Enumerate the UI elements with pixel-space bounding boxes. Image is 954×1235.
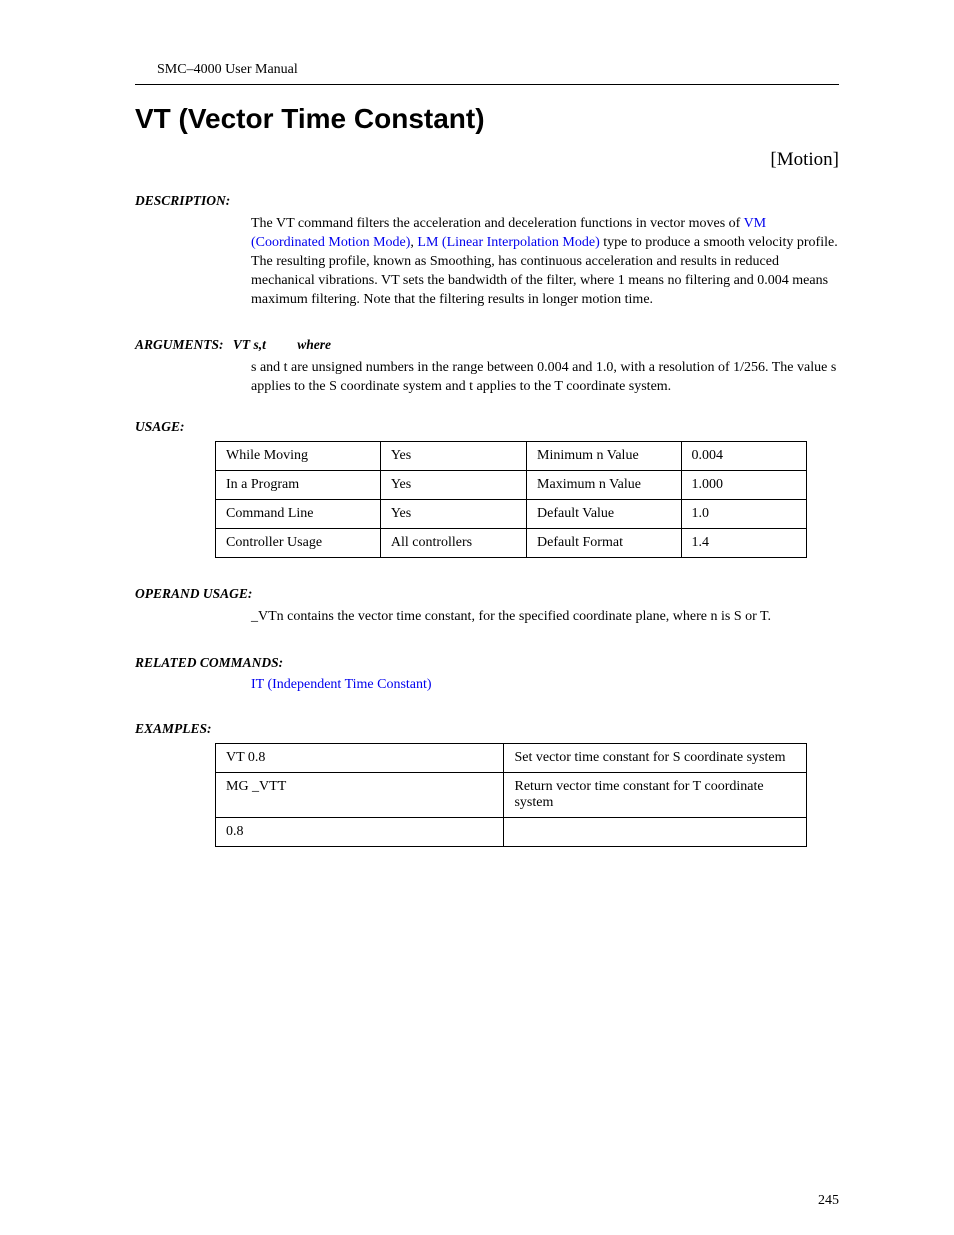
arguments-prefix: ARGUMENTS: [135, 337, 224, 352]
usage-cell: 1.0 [681, 500, 806, 529]
description-label: DESCRIPTION: [135, 193, 839, 209]
usage-cell: While Moving [216, 442, 381, 471]
arguments-text: s and t are unsigned numbers in the rang… [251, 359, 839, 397]
arguments-label: ARGUMENTS: VT s,t where [135, 337, 839, 353]
arguments-where: where [297, 337, 331, 352]
usage-cell: Yes [380, 471, 526, 500]
examples-label: EXAMPLES: [135, 721, 839, 737]
table-row: In a Program Yes Maximum n Value 1.000 [216, 471, 807, 500]
usage-cell: Default Value [527, 500, 681, 529]
description-text: The VT command filters the acceleration … [251, 215, 839, 309]
link-it-independent-time-constant[interactable]: IT (Independent Time Constant) [251, 677, 839, 693]
example-cell: 0.8 [216, 818, 504, 847]
usage-label: USAGE: [135, 419, 839, 435]
table-row: Command Line Yes Default Value 1.0 [216, 500, 807, 529]
page-number: 245 [818, 1193, 839, 1209]
usage-cell: Yes [380, 500, 526, 529]
manual-header: SMC–4000 User Manual [135, 62, 839, 78]
example-cell [504, 818, 807, 847]
usage-cell: 1.000 [681, 471, 806, 500]
usage-cell: Controller Usage [216, 529, 381, 558]
example-cell: Return vector time constant for T coordi… [504, 773, 807, 818]
usage-table: While Moving Yes Minimum n Value 0.004 I… [215, 441, 807, 558]
description-pre: The VT command filters the acceleration … [251, 216, 744, 231]
arguments-signature: VT s,t [233, 337, 266, 352]
usage-cell: Command Line [216, 500, 381, 529]
category-label: [Motion] [135, 149, 839, 171]
usage-cell: 1.4 [681, 529, 806, 558]
examples-table: VT 0.8 Set vector time constant for S co… [215, 743, 807, 847]
usage-cell: Minimum n Value [527, 442, 681, 471]
usage-cell: Default Format [527, 529, 681, 558]
page-container: SMC–4000 User Manual VT (Vector Time Con… [0, 0, 954, 1235]
example-cell: Set vector time constant for S coordinat… [504, 744, 807, 773]
example-cell: VT 0.8 [216, 744, 504, 773]
table-row: While Moving Yes Minimum n Value 0.004 [216, 442, 807, 471]
table-row: Controller Usage All controllers Default… [216, 529, 807, 558]
table-row: 0.8 [216, 818, 807, 847]
table-row: VT 0.8 Set vector time constant for S co… [216, 744, 807, 773]
related-commands-label: RELATED COMMANDS: [135, 655, 839, 671]
usage-cell: In a Program [216, 471, 381, 500]
operand-usage-label: OPERAND USAGE: [135, 586, 839, 602]
usage-cell: All controllers [380, 529, 526, 558]
usage-cell: Yes [380, 442, 526, 471]
header-rule [135, 84, 839, 85]
link-lm-linear-interpolation[interactable]: LM (Linear Interpolation Mode) [417, 235, 599, 250]
table-row: MG _VTT Return vector time constant for … [216, 773, 807, 818]
example-cell: MG _VTT [216, 773, 504, 818]
page-title: VT (Vector Time Constant) [135, 103, 839, 135]
usage-cell: 0.004 [681, 442, 806, 471]
usage-cell: Maximum n Value [527, 471, 681, 500]
operand-usage-text: _VTn contains the vector time constant, … [251, 608, 839, 627]
